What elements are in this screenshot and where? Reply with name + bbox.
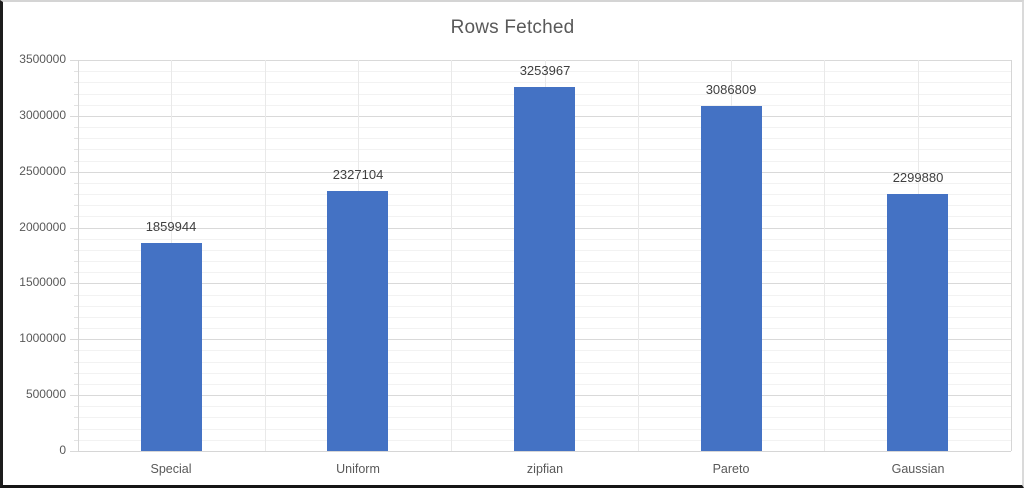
y-axis-minor-tick: [74, 194, 78, 195]
y-axis-tick-label: 1000000: [19, 331, 66, 345]
y-axis-major-tick: [70, 60, 78, 61]
y-axis-major-tick: [70, 395, 78, 396]
bar-pareto[interactable]: [701, 106, 762, 451]
gridline-v: [265, 60, 266, 451]
y-axis-major-tick: [70, 228, 78, 229]
y-axis-minor-tick: [74, 417, 78, 418]
bar-value-label: 2327104: [332, 167, 384, 182]
y-axis-minor-tick: [74, 328, 78, 329]
y-axis-minor-tick: [74, 272, 78, 273]
y-axis-minor-tick: [74, 261, 78, 262]
y-axis-minor-tick: [74, 94, 78, 95]
y-axis-minor-tick: [74, 239, 78, 240]
y-axis-minor-tick: [74, 317, 78, 318]
x-axis-line: [78, 451, 1011, 452]
y-axis-minor-tick: [74, 149, 78, 150]
gridline-h-major: [78, 60, 1011, 61]
y-axis-tick-label: 1500000: [19, 275, 66, 289]
y-axis-major-tick: [70, 451, 78, 452]
x-axis-category-label: Gaussian: [891, 462, 945, 476]
x-axis-category-label: Special: [150, 462, 192, 476]
y-axis-minor-tick: [74, 250, 78, 251]
gridline-h-minor: [78, 71, 1011, 72]
y-axis-major-tick: [70, 283, 78, 284]
y-axis-minor-tick: [74, 384, 78, 385]
y-axis-tick-label: 500000: [25, 387, 66, 401]
bar-value-label: 3253967: [519, 63, 571, 78]
y-axis-minor-tick: [74, 71, 78, 72]
bar-zipfian[interactable]: [514, 87, 575, 451]
y-axis-minor-tick: [74, 440, 78, 441]
x-axis-category-label: Uniform: [336, 462, 380, 476]
bar-value-label: 1859944: [145, 219, 197, 234]
y-axis-major-tick: [70, 116, 78, 117]
y-axis-minor-tick: [74, 82, 78, 83]
y-axis-minor-tick: [74, 406, 78, 407]
y-axis-tick-label: 2500000: [19, 164, 66, 178]
bar-value-label: 2299880: [892, 170, 944, 185]
gridline-h-minor: [78, 82, 1011, 83]
y-axis-minor-tick: [74, 138, 78, 139]
gridline-v: [451, 60, 452, 451]
y-axis-tick-label: 3000000: [19, 108, 66, 122]
y-axis-minor-tick: [74, 350, 78, 351]
bar-special[interactable]: [141, 243, 202, 451]
plot-right-border: [1011, 60, 1012, 451]
y-axis-minor-tick: [74, 105, 78, 106]
y-axis-line: [78, 60, 79, 451]
y-axis-minor-tick: [74, 161, 78, 162]
y-axis-major-tick: [70, 172, 78, 173]
y-axis-minor-tick: [74, 306, 78, 307]
x-axis-category-label: zipfian: [526, 462, 564, 476]
bar-uniform[interactable]: [327, 191, 388, 451]
y-axis-minor-tick: [74, 216, 78, 217]
gridline-v: [638, 60, 639, 451]
y-axis-minor-tick: [74, 429, 78, 430]
y-axis-tick-label: 2000000: [19, 220, 66, 234]
x-axis-category-label: Pareto: [712, 462, 750, 476]
y-axis-minor-tick: [74, 183, 78, 184]
bar-gaussian[interactable]: [887, 194, 948, 451]
y-axis-minor-tick: [74, 362, 78, 363]
y-axis-tick-label: 3500000: [19, 52, 66, 66]
y-axis-minor-tick: [74, 127, 78, 128]
y-axis-tick-label: 0: [59, 443, 66, 457]
bar-value-label: 3086809: [705, 82, 757, 97]
gridline-v: [824, 60, 825, 451]
chart-title: Rows Fetched: [450, 17, 575, 38]
y-axis-minor-tick: [74, 295, 78, 296]
y-axis-major-tick: [70, 339, 78, 340]
y-axis-minor-tick: [74, 205, 78, 206]
y-axis-minor-tick: [74, 373, 78, 374]
